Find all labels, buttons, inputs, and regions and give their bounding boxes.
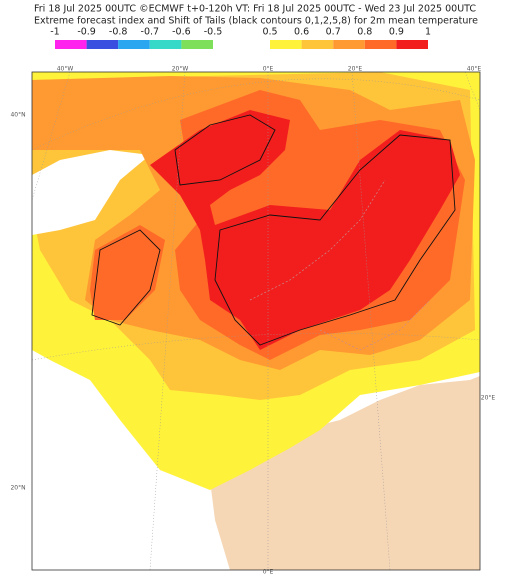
- map-coordinate-label: 40°E: [467, 66, 482, 73]
- map-coordinate-label: 20°E: [481, 395, 496, 402]
- colorbar-tick-label: -0.6: [172, 27, 191, 38]
- efi-white-sea: [32, 150, 150, 235]
- colorbar-swatch: [86, 40, 119, 49]
- colorbar-tick-label: 0.6: [294, 27, 309, 38]
- colorbar-swatch: [270, 40, 302, 49]
- colorbar-swatch: [396, 40, 428, 49]
- header-line-1: Fri 18 Jul 2025 00UTC ©ECMWF t+0-120h VT…: [34, 4, 476, 15]
- colorbar-tick-label: -0.5: [204, 27, 223, 38]
- map-coordinate-label: 0°E: [263, 569, 274, 576]
- colorbar-tick-label: 0.9: [389, 27, 404, 38]
- header-line-2: Extreme forecast index and Shift of Tail…: [34, 16, 478, 27]
- colorbar-tick-label: -0.9: [77, 27, 96, 38]
- colorbar-tick-label: 0.8: [357, 27, 372, 38]
- map-coordinate-label: 0°E: [263, 66, 274, 73]
- colorbar-swatch: [364, 40, 397, 49]
- map: [31, 71, 481, 571]
- colorbar-swatch: [55, 40, 87, 49]
- map-coordinate-label: 20°N: [10, 485, 25, 492]
- colorbar-swatch: [301, 40, 334, 49]
- colorbar-swatch: [118, 40, 150, 49]
- colorbar-tick-label: 0.7: [326, 27, 341, 38]
- graticule: [32, 72, 480, 570]
- map-coordinate-label: 40°N: [10, 112, 25, 119]
- land: [210, 376, 480, 570]
- colorbar-swatch: [333, 40, 365, 49]
- colorbar: -1 -0.9 -0.8 -0.7 -0.6 -0.5 0.5 0.6 0.7 0.8 0.9 1: [50, 27, 431, 49]
- map-coordinate-label: 20°E: [348, 66, 363, 73]
- contours: [91, 114, 456, 346]
- colorbar-tick-label: 0.5: [262, 27, 277, 38]
- colorbar-tick-label: 1: [425, 27, 431, 38]
- coastline: [249, 179, 431, 351]
- map-labels: 40°W 20°W 0°E 20°E 40°E 40°N 20°N 20°E 0°E: [10, 66, 495, 576]
- colorbar-swatch: [149, 40, 182, 49]
- colorbar-swatch: [181, 40, 213, 49]
- colorbar-tick-label: -1: [50, 27, 59, 38]
- colorbar-tick-label: -0.8: [109, 27, 128, 38]
- colorbar-tick-label: -0.7: [141, 27, 160, 38]
- map-coordinate-label: 40°W: [57, 66, 74, 73]
- efi-red: [150, 110, 460, 350]
- map-coordinate-label: 20°W: [172, 66, 189, 73]
